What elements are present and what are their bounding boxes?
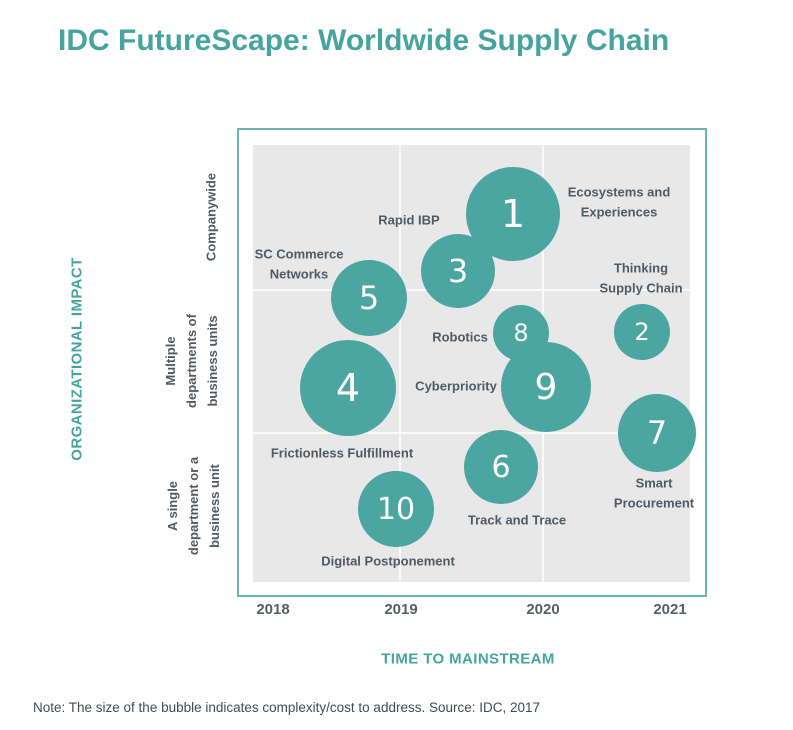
x-tick-2021: 2021 bbox=[653, 601, 687, 618]
gridline-horizontal bbox=[253, 432, 690, 434]
bubble-label-frictionless-fulfillment: Frictionless Fulfillment bbox=[270, 445, 414, 461]
x-axis-title: TIME TO MAINSTREAM bbox=[381, 650, 555, 668]
bubble-5: 5 bbox=[331, 260, 407, 336]
chart-title: IDC FutureScape: Worldwide Supply Chain bbox=[58, 24, 670, 57]
bubble-7: 7 bbox=[618, 394, 696, 472]
bubble-label-digital-postponement: Digital Postponement bbox=[321, 553, 455, 569]
bubble-label-sc-commerce-networks: SC Commerce Networks bbox=[254, 246, 344, 282]
y-axis-title: ORGANIZATIONAL IMPACT bbox=[68, 257, 86, 461]
y-band-companywide: Companywide bbox=[203, 172, 219, 262]
gridline-vertical bbox=[399, 145, 401, 582]
x-tick-2018: 2018 bbox=[256, 601, 290, 618]
bubble-label-thinking-supply-chain: Thinking Supply Chain bbox=[599, 260, 683, 296]
bubble-4: 4 bbox=[300, 340, 396, 436]
y-band-a-single-department-or-a-business-unit: A single department or a business unit bbox=[164, 456, 222, 556]
bubble-3: 3 bbox=[421, 234, 495, 308]
x-tick-2019: 2019 bbox=[384, 601, 418, 618]
bubble-6: 6 bbox=[464, 430, 538, 504]
bubble-label-rapid-ibp: Rapid IBP bbox=[378, 212, 440, 228]
y-band-multiple-departments-of-business-units: Multiple departments of business units bbox=[162, 314, 220, 408]
bubble-1: 1 bbox=[466, 167, 560, 261]
bubble-label-cyberpriority: Cyberpriority bbox=[415, 378, 497, 394]
bubble-2: 2 bbox=[614, 304, 670, 360]
x-tick-2020: 2020 bbox=[526, 601, 560, 618]
bubble-label-smart-procurement: Smart Procurement bbox=[613, 475, 695, 511]
source-note: Note: The size of the bubble indicates c… bbox=[33, 700, 541, 715]
bubble-label-track-and-trace: Track and Trace bbox=[467, 512, 567, 528]
bubble-9: 9 bbox=[501, 342, 591, 432]
bubble-10: 10 bbox=[358, 471, 434, 547]
bubble-label-robotics: Robotics bbox=[432, 329, 488, 345]
bubble-label-ecosystems-and-experiences: Ecosystems and Experiences bbox=[567, 184, 671, 220]
